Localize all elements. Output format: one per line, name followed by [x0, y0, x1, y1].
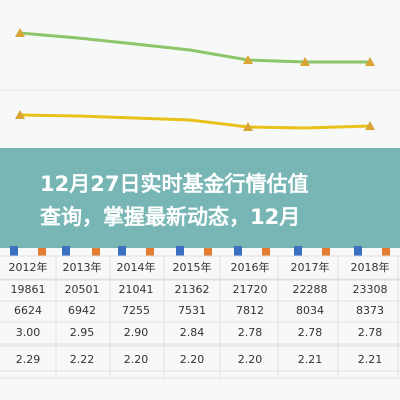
table-cell: 2.20 [238, 353, 263, 366]
table-cell: 2.20 [180, 353, 205, 366]
table-cell: 23308 [353, 283, 388, 296]
table-cell: 7812 [236, 304, 264, 317]
table-cell: 6942 [68, 304, 96, 317]
table-cell: 2.20 [124, 353, 149, 366]
header-cell: 2013年 [63, 260, 102, 274]
table-cell: 2.22 [70, 353, 95, 366]
table-cell: 2.95 [70, 326, 95, 339]
table-cell: 2.21 [298, 353, 323, 366]
table-cell: 22288 [293, 283, 328, 296]
table-cell: 21720 [233, 283, 268, 296]
table-cell: 7531 [178, 304, 206, 317]
table-cell: 2.21 [358, 353, 383, 366]
table-cell: 2.90 [124, 326, 149, 339]
title-band [0, 148, 400, 248]
title-line: 12月27日实时基金行情估值 [40, 172, 308, 196]
table-cell: 7255 [122, 304, 150, 317]
title-line: 查询，掌握最新动态，12月 [40, 205, 300, 229]
table-cell: 21041 [119, 283, 154, 296]
table-cell: 2.78 [238, 326, 263, 339]
table-cell: 20501 [65, 283, 100, 296]
markers [15, 28, 375, 131]
table-cell: 2.84 [180, 326, 205, 339]
yellow-line [19, 113, 371, 130]
bars [10, 246, 390, 256]
header-cell: 2014年 [117, 260, 156, 274]
table-cell: 3.00 [16, 326, 41, 339]
header-cell: 2015年 [173, 260, 212, 274]
table-cell: 6624 [14, 304, 42, 317]
table-cell: 21362 [175, 283, 210, 296]
header-cell: 2017年 [291, 260, 330, 274]
table-cell: 2.78 [358, 326, 383, 339]
header-cell: 2012年 [9, 260, 48, 274]
table-cell: 8034 [296, 304, 324, 317]
table-cell: 2.29 [16, 353, 41, 366]
table-cell: 2.78 [298, 326, 323, 339]
header-cell: 2018年 [351, 260, 390, 274]
table-cell: 8373 [356, 304, 384, 317]
header-cell: 2016年 [231, 260, 270, 274]
table-cell: 19861 [11, 283, 46, 296]
